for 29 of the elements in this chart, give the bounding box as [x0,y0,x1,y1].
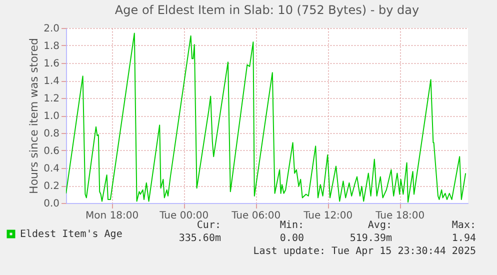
y-tick-label: 2.0 [44,24,60,34]
text: 519.39m [350,233,392,244]
y-tick-label: 0.0 [44,198,60,210]
chart-title: Age of Eldest Item in Slab: 10 (752 Bytes) - by day [114,3,420,17]
y-tick-label: 1.6 [44,58,60,70]
y-tick-label: 1.0 [44,111,60,122]
legend-label: Eldest Item's Age [20,229,122,240]
text: Min: [280,220,304,231]
y-axis-title: Hours since item was stored [28,38,41,194]
y-tick-label: 1.8 [44,41,60,52]
y-tick-label: 0.4 [44,164,60,174]
text: 1.94 [452,233,476,244]
y-tick-label: 1.4 [44,76,60,87]
text: 335.60m [178,233,221,244]
y-tick-label: 1.2 [44,94,60,104]
y-tick-label: 0.8 [44,128,60,140]
text: Max: [452,220,476,231]
text: 0.00 [280,233,304,244]
text: Last update: Tue Apr 15 23:30:44 2025 [253,246,476,257]
text: Avg: [368,220,392,231]
x-tick-label: Tue 12:00 [302,210,353,222]
x-tick-label: Mon 18:00 [86,210,139,222]
x-tick-label: Tue 00:00 [158,210,209,222]
x-tick-label: Tue 06:00 [230,210,281,222]
text: Cur: [196,220,221,231]
line-series [66,32,466,203]
y-tick-label: 0.6 [44,146,60,157]
y-tick-label: 0.2 [44,181,60,192]
x-tick-label: Tue 18:00 [374,210,425,222]
